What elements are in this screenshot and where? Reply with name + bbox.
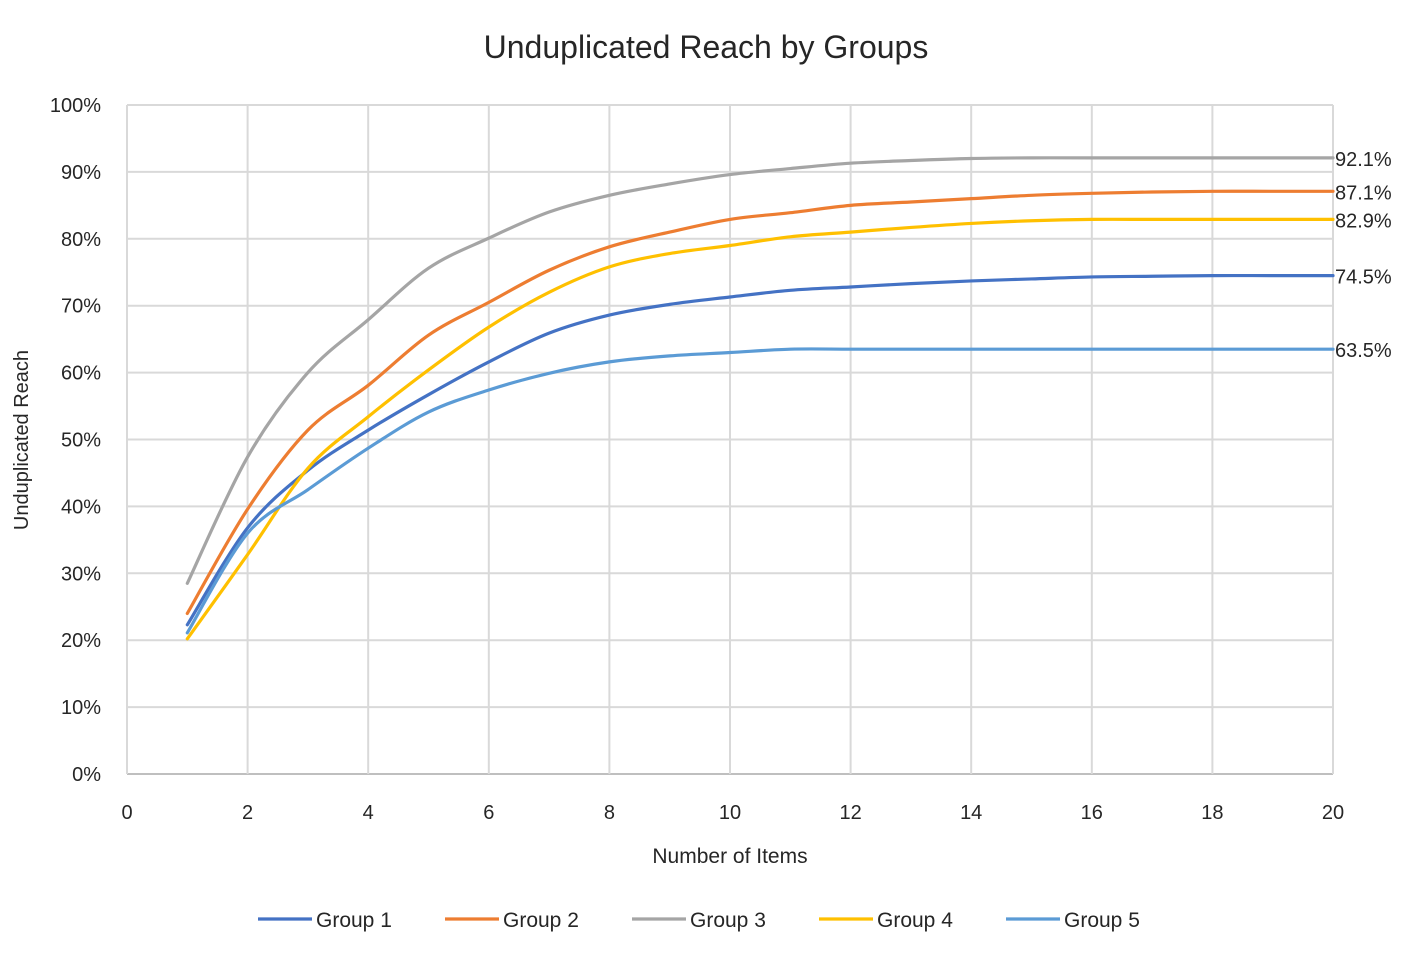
legend-label-4: Group 4 [877,909,953,932]
y-axis-label: Unduplicated Reach [11,350,33,530]
x-tick-label: 14 [960,802,982,824]
x-axis-label: Number of Items [652,845,807,868]
y-tick-label: 20% [61,630,101,652]
x-tick-label: 20 [1322,802,1344,824]
x-axis-ticks: 0 2 4 6 8 10 12 14 16 18 20 [121,802,1344,824]
x-tick-label: 6 [483,802,494,824]
x-tick-label: 18 [1201,802,1223,824]
series-line-3 [185,156,1335,585]
legend: Group 1 Group 2 Group 3 Group 4 Group 5 [258,909,1140,932]
legend-label-3: Group 3 [690,909,766,932]
series-line-4 [185,217,1335,641]
y-axis-ticks: 0% 10% 20% 30% 40% 50% 60% 70% 80% 90% 100% [50,95,101,786]
x-tick-label: 2 [242,802,253,824]
series-line-2 [185,189,1335,616]
x-tick-label: 4 [363,802,374,824]
y-tick-label: 10% [61,697,101,719]
x-tick-label: 12 [839,802,861,824]
end-label-2: 87.1% [1335,182,1392,204]
gridlines [126,104,1334,775]
series-lines [185,156,1335,641]
y-tick-label: 100% [50,95,101,117]
y-tick-label: 70% [61,296,101,318]
y-tick-label: 0% [72,764,101,786]
legend-label-2: Group 2 [503,909,579,932]
x-tick-label: 0 [121,802,132,824]
x-tick-label: 16 [1081,802,1103,824]
y-tick-label: 60% [61,363,101,385]
end-label-3: 92.1% [1335,149,1392,171]
end-label-5: 63.5% [1335,340,1392,362]
legend-label-5: Group 5 [1064,909,1140,932]
end-label-1: 74.5% [1335,267,1392,289]
legend-label-1: Group 1 [316,909,392,932]
y-tick-label: 40% [61,496,101,518]
end-label-4: 82.9% [1335,210,1392,232]
y-tick-label: 30% [61,563,101,585]
end-labels: 74.5% 87.1% 92.1% 82.9% 63.5% [1335,149,1392,362]
x-tick-label: 8 [604,802,615,824]
y-tick-label: 80% [61,229,101,251]
x-tick-label: 10 [719,802,741,824]
series-line-5 [185,347,1335,635]
chart-title: Unduplicated Reach by Groups [484,29,929,65]
series-line-1 [185,273,1335,627]
y-tick-label: 90% [61,162,101,184]
y-tick-label: 50% [61,430,101,452]
